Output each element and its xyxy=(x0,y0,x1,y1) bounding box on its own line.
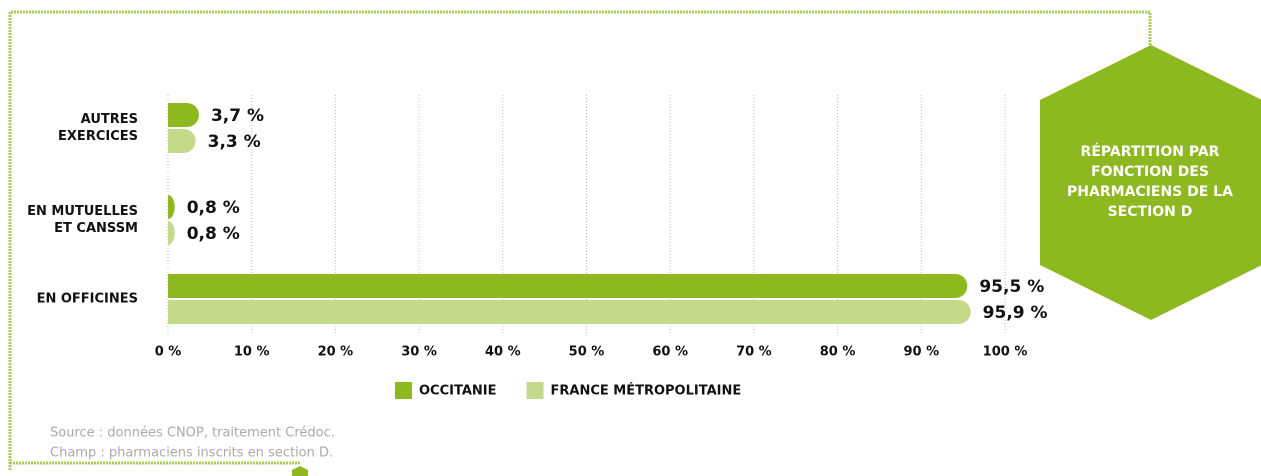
value-label: 95,5 % xyxy=(979,277,1044,297)
title-hexagon xyxy=(1040,45,1261,320)
x-tick-label: 100 % xyxy=(983,345,1028,360)
value-label: 0,8 % xyxy=(187,198,240,218)
bar xyxy=(168,221,175,245)
x-tick-label: 20 % xyxy=(318,345,354,360)
x-tick-label: 90 % xyxy=(903,345,939,360)
bar xyxy=(168,274,968,298)
bar xyxy=(168,129,196,153)
category-label: AUTRES EXERCICES xyxy=(58,112,138,144)
x-tick-label: 0 % xyxy=(155,345,182,360)
value-label: 3,3 % xyxy=(208,132,261,152)
x-tick-label: 10 % xyxy=(234,345,270,360)
scope-note: Champ : pharmaciens inscrits en section … xyxy=(50,446,333,461)
legend-swatch xyxy=(526,382,544,399)
hexagon-small xyxy=(292,466,308,476)
value-label: 3,7 % xyxy=(211,106,264,126)
legend-swatch xyxy=(395,382,412,399)
x-tick-label: 80 % xyxy=(820,345,856,360)
x-tick-label: 60 % xyxy=(652,345,688,360)
legend-label: OCCITANIE xyxy=(419,384,497,399)
legend-label: FRANCE MÉTROPOLITAINE xyxy=(551,383,742,399)
value-label: 0,8 % xyxy=(187,224,240,244)
x-tick-label: 70 % xyxy=(736,345,772,360)
category-label: EN MUTUELLES ET CANSSM xyxy=(27,204,138,236)
x-tick-label: 50 % xyxy=(569,345,605,360)
value-label: 95,9 % xyxy=(983,303,1048,323)
bar xyxy=(168,103,199,127)
x-tick-label: 30 % xyxy=(401,345,437,360)
bar xyxy=(168,195,175,219)
source-note: Source : données CNOP, traitement Crédoc… xyxy=(50,426,335,441)
category-label: EN OFFICINES xyxy=(36,291,138,307)
x-tick-label: 40 % xyxy=(485,345,521,360)
bar xyxy=(168,300,971,324)
chart-title: RÉPARTITION PAR FONCTION DES PHARMACIENS… xyxy=(1067,144,1233,220)
frame xyxy=(8,10,1152,470)
